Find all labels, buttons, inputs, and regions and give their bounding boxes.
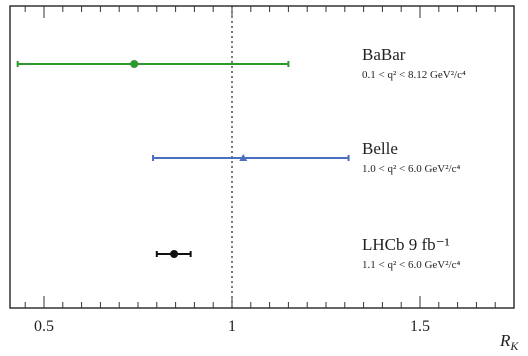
x-axis-ticks	[24, 6, 515, 308]
series-name-label: LHCb 9 fb⁻¹	[362, 235, 450, 254]
plot-frame	[9, 5, 515, 309]
data-point	[239, 154, 248, 161]
series-range-label: 1.0 < q² < 6.0 GeV²/c⁴	[362, 163, 460, 175]
x-tick-label: 1	[228, 318, 236, 335]
chart-marks	[16, 60, 350, 258]
data-point	[130, 60, 139, 68]
series-range-label: 1.1 < q² < 6.0 GeV²/c⁴	[362, 259, 460, 271]
series-name-label: Belle	[362, 139, 398, 158]
x-axis-label: RK	[499, 331, 519, 353]
series-name-label: BaBar	[362, 45, 406, 64]
x-axis-tick-labels: 0.5 1 1.5	[34, 318, 430, 335]
x-tick-label: 0.5	[34, 318, 54, 335]
x-tick-label: 1.5	[410, 318, 430, 335]
series-range-label: 0.1 < q² < 8.12 GeV²/c⁴	[362, 69, 466, 81]
series-labels: BaBar 0.1 < q² < 8.12 GeV²/c⁴ Belle 1.0 < q…	[362, 45, 466, 271]
data-point	[170, 250, 179, 258]
